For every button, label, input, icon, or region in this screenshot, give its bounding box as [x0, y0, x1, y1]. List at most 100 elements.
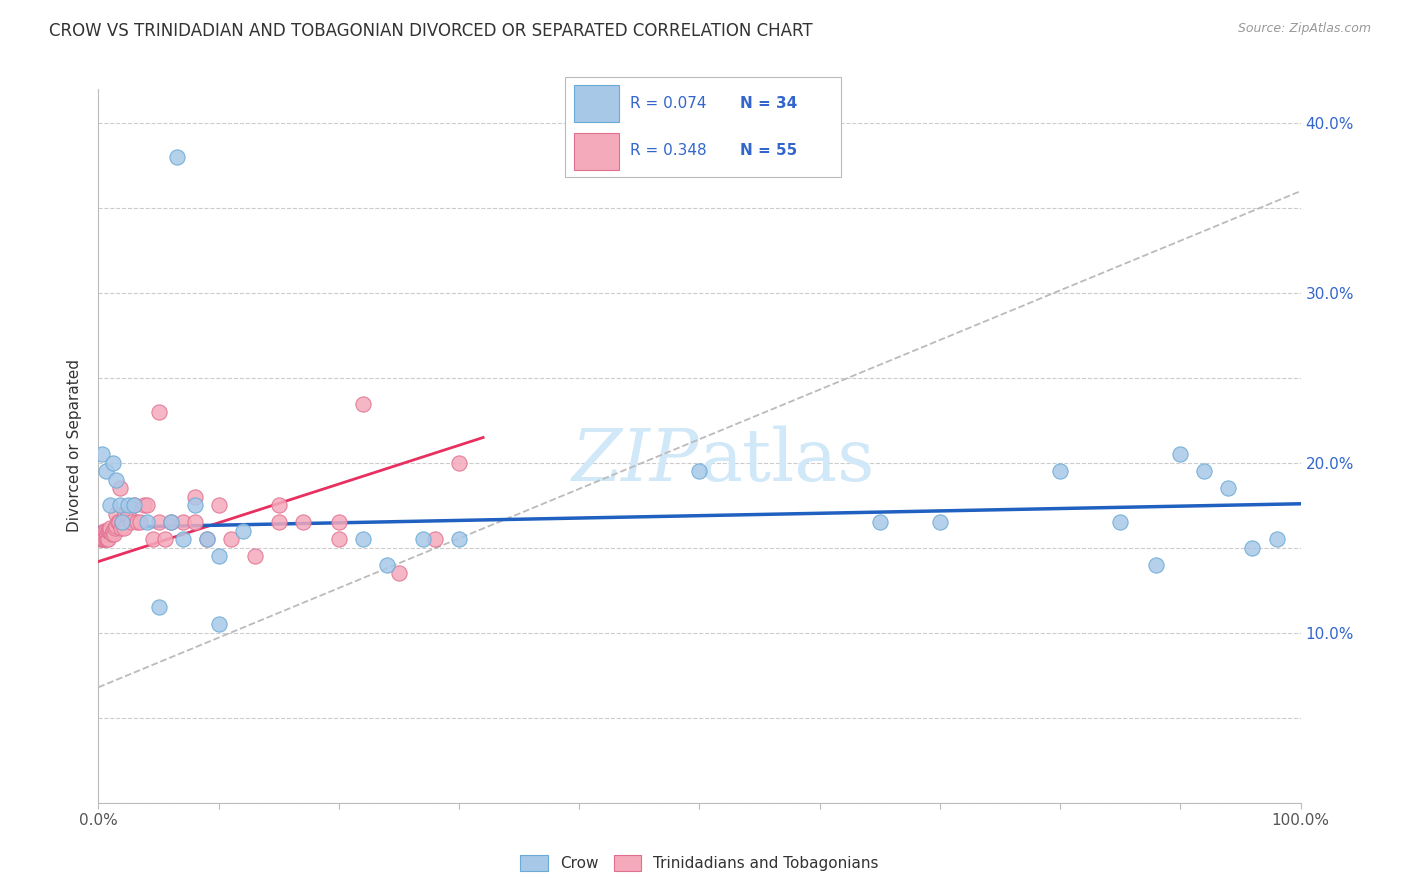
Point — [100, 524, 122, 538]
Point — [108, 516, 131, 530]
Point — [124, 499, 146, 513]
Point — [148, 516, 170, 530]
Point — [352, 396, 374, 410]
Point — [219, 533, 242, 547]
Text: Source: ZipAtlas.com: Source: ZipAtlas.com — [1237, 22, 1371, 36]
Point — [689, 465, 711, 479]
Point — [869, 516, 891, 530]
Y-axis label: Divorced or Separated: Divorced or Separated — [67, 359, 83, 533]
Point — [1265, 533, 1288, 547]
Point — [183, 490, 205, 504]
Point — [108, 482, 131, 496]
Point — [105, 473, 128, 487]
Point — [111, 516, 134, 530]
Point — [101, 456, 124, 470]
Point — [195, 533, 218, 547]
Point — [104, 520, 127, 534]
Point — [172, 533, 194, 547]
Point — [103, 527, 125, 541]
Point — [105, 507, 128, 521]
Point — [117, 507, 139, 521]
Point — [328, 516, 350, 530]
Point — [928, 516, 950, 530]
Point — [423, 533, 446, 547]
Point — [107, 516, 129, 530]
Text: N = 34: N = 34 — [740, 96, 797, 111]
Point — [159, 516, 181, 530]
Text: ZIP: ZIP — [572, 425, 700, 496]
Point — [1144, 558, 1167, 572]
Point — [172, 516, 194, 530]
Point — [141, 533, 163, 547]
Point — [105, 519, 128, 533]
Point — [93, 524, 115, 538]
Point — [208, 617, 231, 632]
Point — [100, 527, 122, 541]
Point — [375, 558, 398, 572]
Point — [166, 150, 188, 164]
Point — [94, 465, 117, 479]
Point — [94, 533, 117, 547]
Point — [91, 533, 114, 547]
Point — [208, 549, 231, 564]
Text: CROW VS TRINIDADIAN AND TOBAGONIAN DIVORCED OR SEPARATED CORRELATION CHART: CROW VS TRINIDADIAN AND TOBAGONIAN DIVOR… — [49, 22, 813, 40]
Point — [108, 499, 131, 513]
Point — [267, 499, 290, 513]
Point — [1194, 465, 1216, 479]
Point — [94, 524, 117, 538]
Point — [97, 524, 120, 538]
Point — [232, 524, 254, 538]
Legend: Crow, Trinidadians and Tobagonians: Crow, Trinidadians and Tobagonians — [515, 849, 884, 877]
Point — [148, 600, 170, 615]
Point — [447, 456, 470, 470]
Point — [208, 499, 231, 513]
Point — [90, 533, 112, 547]
Point — [267, 516, 290, 530]
Point — [243, 549, 266, 564]
Text: R = 0.348: R = 0.348 — [630, 144, 706, 158]
Point — [447, 533, 470, 547]
Text: R = 0.074: R = 0.074 — [630, 96, 706, 111]
Point — [98, 524, 121, 538]
Point — [110, 520, 132, 534]
Point — [135, 516, 157, 530]
Point — [183, 516, 205, 530]
Point — [91, 448, 114, 462]
Point — [100, 499, 122, 513]
Point — [117, 499, 139, 513]
Point — [111, 516, 134, 530]
Point — [91, 533, 114, 547]
Point — [328, 533, 350, 547]
Point — [153, 533, 176, 547]
Point — [159, 516, 181, 530]
Text: N = 55: N = 55 — [740, 144, 797, 158]
Point — [114, 507, 136, 521]
Point — [129, 516, 152, 530]
Point — [291, 516, 314, 530]
Point — [96, 527, 118, 541]
Point — [1170, 448, 1192, 462]
Point — [352, 533, 374, 547]
Point — [125, 516, 148, 530]
Point — [120, 516, 142, 530]
Point — [93, 533, 115, 547]
Point — [112, 520, 135, 534]
Bar — [574, 85, 619, 122]
Point — [1049, 465, 1071, 479]
Point — [388, 566, 411, 581]
Point — [100, 520, 122, 534]
FancyBboxPatch shape — [565, 77, 841, 178]
Point — [1218, 482, 1240, 496]
Point — [132, 499, 155, 513]
Bar — [574, 133, 619, 170]
Point — [1241, 541, 1264, 555]
Text: atlas: atlas — [700, 425, 875, 496]
Point — [97, 533, 120, 547]
Point — [1109, 516, 1132, 530]
Point — [101, 524, 124, 538]
Point — [135, 499, 157, 513]
Point — [412, 533, 434, 547]
Point — [183, 499, 205, 513]
Point — [124, 499, 146, 513]
Point — [195, 533, 218, 547]
